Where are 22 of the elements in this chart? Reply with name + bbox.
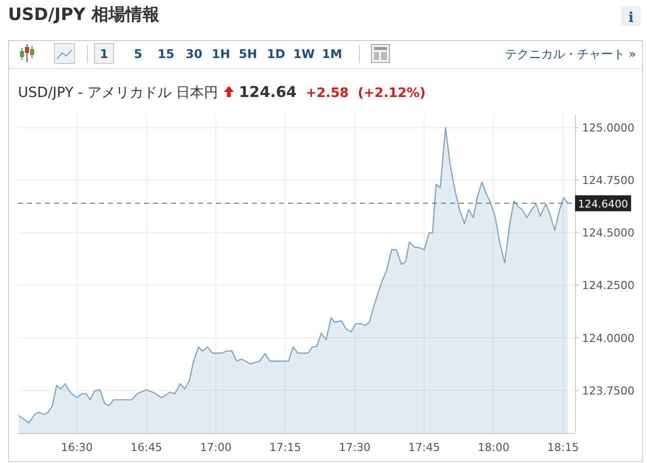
y-tick-label: 124.2500 <box>582 279 634 292</box>
y-tick-label: 124.0000 <box>582 332 634 345</box>
x-tick-label: 16:30 <box>61 441 93 454</box>
x-tick-label: 18:00 <box>478 441 510 454</box>
ref-line-label: 124.6400 <box>578 198 628 210</box>
x-tick-label: 16:45 <box>130 441 162 454</box>
chart-subtitle: USD/JPY - アメリカドル 日本円 <box>18 85 218 101</box>
y-tick-label: 123.7500 <box>582 384 634 398</box>
x-tick-label: 17:15 <box>269 441 302 454</box>
y-tick-label: 124.7500 <box>582 174 634 188</box>
chart-title: USD/JPY 相場情報 <box>8 5 160 25</box>
x-tick-label: 17:30 <box>338 441 371 454</box>
text: 124.64 <box>238 83 297 101</box>
text: (+2.12%) <box>358 86 426 101</box>
text: +2.58 <box>306 86 349 101</box>
x-tick-label: 17:00 <box>200 441 232 454</box>
y-tick-label: 125.0000 <box>582 122 634 135</box>
text: テクニカル・チャート » <box>504 47 636 61</box>
text: i <box>628 10 634 26</box>
y-tick-label: 124.5000 <box>582 226 634 240</box>
x-tick-label: 18:15 <box>547 441 579 454</box>
x-tick-label: 17:45 <box>408 441 440 454</box>
